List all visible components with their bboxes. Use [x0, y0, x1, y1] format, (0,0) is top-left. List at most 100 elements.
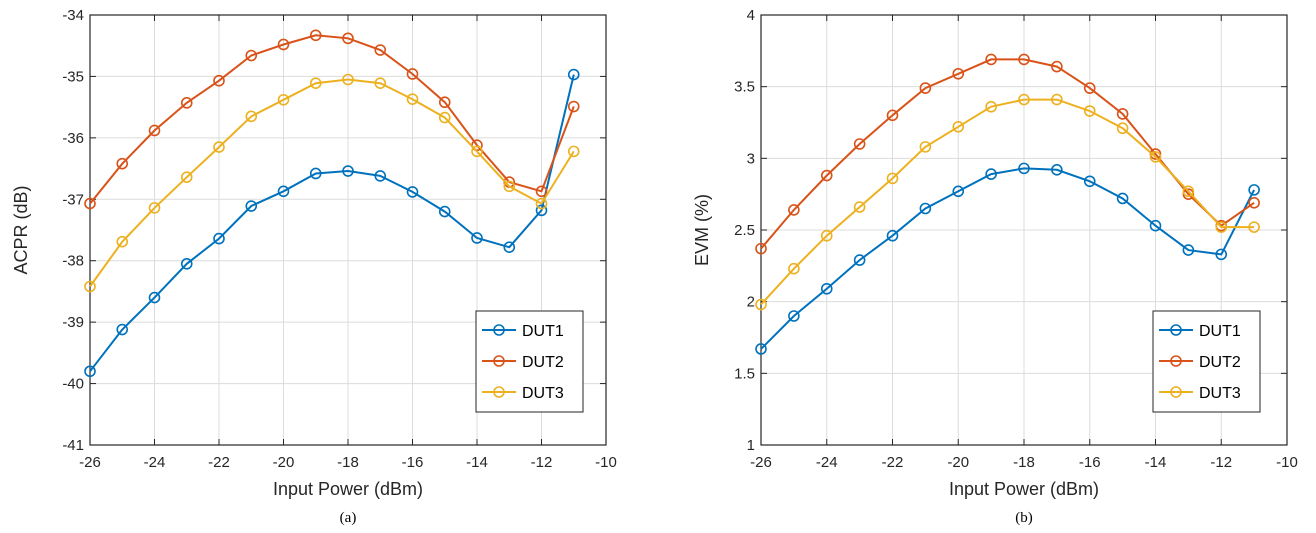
- y-tick-label: -37: [62, 191, 84, 208]
- data-point-dut3: [952, 121, 965, 133]
- legend: DUT1 DUT2 DUT3: [1152, 310, 1261, 413]
- x-tick-label: -20: [947, 454, 969, 471]
- data-point-dut3: [116, 235, 129, 248]
- data-point-dut3: [755, 298, 767, 311]
- data-point-dut2: [919, 82, 932, 94]
- data-point-dut1: [1083, 175, 1096, 188]
- data-point-dut2: [1051, 60, 1063, 73]
- data-point-dut3: [309, 77, 322, 89]
- data-point-dut3: [886, 172, 899, 185]
- x-tick-label: -18: [337, 454, 359, 471]
- data-point-dut1: [471, 232, 483, 244]
- x-axis-label: Input Power (dBm): [949, 479, 1099, 499]
- chart-panel-b: -26 -24 -22 -20 -18 -16 -14 -12 -10 1 1.5 2 2.5 3 3.5 4…: [692, 7, 1298, 526]
- data-point-dut2: [84, 197, 96, 210]
- x-tick-label: -14: [1145, 454, 1167, 471]
- x-tick-label: -18: [1013, 454, 1035, 471]
- data-point-dut2: [1116, 108, 1129, 120]
- x-axis-label: Input Power (dBm): [273, 479, 423, 499]
- y-tick-label: 1.5: [734, 365, 755, 382]
- data-point-dut2: [180, 97, 193, 109]
- data-point-dut1: [213, 232, 225, 245]
- x-tick-label: -24: [816, 454, 838, 471]
- data-point-dut1: [438, 205, 451, 218]
- x-tick-label: -10: [1276, 454, 1298, 471]
- data-point-dut3: [820, 229, 833, 242]
- x-tick-label: -12: [531, 454, 553, 471]
- legend-swatch-marker: [493, 324, 505, 336]
- data-point-dut3: [1149, 151, 1162, 163]
- x-tick-label: -26: [750, 454, 772, 471]
- data-point-dut3: [1182, 185, 1195, 198]
- x-tick-label: -20: [273, 454, 295, 471]
- legend-label: DUT2: [1199, 354, 1241, 371]
- data-point-dut1: [985, 168, 997, 180]
- legend-swatch-marker: [1170, 324, 1182, 336]
- data-point-dut1: [503, 241, 516, 253]
- y-tick-label: -41: [62, 437, 84, 454]
- data-point-dut2: [535, 185, 548, 198]
- x-tick-label: -24: [144, 454, 166, 471]
- data-point-dut1: [309, 167, 322, 180]
- data-point-dut1: [180, 257, 193, 270]
- data-point-dut2: [406, 68, 419, 80]
- x-tick-label: -16: [1079, 454, 1101, 471]
- legend-swatch-marker: [1170, 386, 1182, 398]
- data-point-dut1: [277, 185, 290, 198]
- data-point-dut1: [1116, 192, 1129, 205]
- data-point-dut3: [1018, 93, 1030, 106]
- panel-caption: (b): [1015, 510, 1033, 526]
- data-point-dut2: [213, 74, 225, 87]
- data-point-dut1: [245, 200, 258, 212]
- data-point-dut1: [1215, 248, 1228, 261]
- y-axis-label: EVM (%): [692, 194, 712, 266]
- legend-swatch-marker: [1170, 355, 1182, 367]
- series-line-dut1: [89, 74, 575, 372]
- data-point-dut1: [1018, 162, 1030, 175]
- data-point-dut2: [148, 124, 161, 137]
- data-point-dut3: [471, 145, 483, 158]
- data-point-dut3: [180, 171, 193, 183]
- data-point-dut2: [985, 53, 997, 66]
- data-point-dut2: [755, 242, 767, 255]
- data-point-dut2: [788, 204, 800, 216]
- panel-caption: (a): [340, 510, 357, 526]
- data-point-dut1: [116, 323, 129, 336]
- data-point-dut1: [1248, 184, 1260, 196]
- chart-panel-a: -26 -24 -22 -20 -18 -16 -14 -12 -10 -41 -40 -39 -38 -…: [11, 7, 617, 526]
- data-point-dut2: [309, 29, 322, 42]
- data-point-dut3: [985, 100, 997, 113]
- data-point-dut1: [1149, 219, 1162, 232]
- series-line-dut2: [89, 34, 575, 205]
- data-point-dut1: [535, 204, 548, 217]
- x-tick-label: -16: [402, 454, 424, 471]
- series-line-dut3: [89, 78, 575, 288]
- data-point-dut3: [374, 77, 387, 89]
- legend-label: DUT1: [522, 323, 564, 340]
- data-point-dut1: [886, 229, 899, 242]
- data-point-dut1: [820, 282, 833, 295]
- data-point-dut3: [1116, 122, 1129, 135]
- y-tick-label: 2.5: [734, 222, 755, 239]
- y-tick-label: -34: [62, 7, 84, 24]
- data-point-dut1: [853, 254, 866, 266]
- legend-label: DUT1: [1199, 323, 1241, 340]
- data-point-dut2: [952, 67, 965, 80]
- data-point-dut2: [853, 138, 866, 150]
- data-point-dut1: [84, 365, 96, 378]
- data-point-dut3: [567, 145, 580, 158]
- data-point-dut2: [438, 96, 451, 109]
- data-point-dut2: [567, 100, 580, 113]
- x-tick-label: -14: [466, 454, 488, 471]
- data-point-dut2: [1248, 196, 1260, 209]
- data-point-dut1: [567, 68, 580, 81]
- x-tick-label: -12: [1210, 454, 1232, 471]
- data-point-dut3: [503, 180, 516, 193]
- series-line-dut2: [760, 58, 1255, 250]
- data-point-dut3: [919, 141, 932, 153]
- data-point-dut3: [342, 73, 354, 86]
- data-point-dut3: [788, 262, 800, 275]
- y-axis-label: ACPR (dB): [11, 185, 31, 274]
- y-tick-label: 4: [747, 7, 755, 24]
- data-point-dut3: [438, 111, 451, 124]
